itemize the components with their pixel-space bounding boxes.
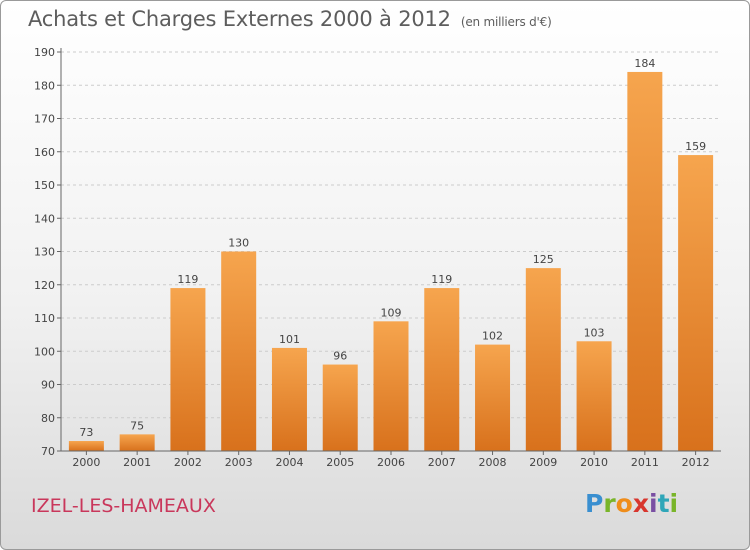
bar-2011 — [627, 71, 663, 451]
bar-2007 — [424, 288, 460, 451]
ytick-label-100: 100 — [34, 345, 55, 358]
bar-2002 — [170, 288, 206, 451]
ytick-label-120: 120 — [34, 279, 55, 292]
data-label-2009: 125 — [533, 253, 554, 266]
xtick-label-2011: 2011 — [631, 456, 659, 469]
ytick-label-80: 80 — [41, 412, 55, 425]
data-label-2005: 96 — [333, 350, 347, 363]
bar-2000 — [68, 441, 104, 451]
xtick-label-2012: 2012 — [682, 456, 710, 469]
ytick-label-110: 110 — [34, 312, 55, 325]
xtick-label-2000: 2000 — [72, 456, 100, 469]
bar-2005 — [322, 364, 358, 451]
bar-2009 — [525, 268, 561, 451]
xtick-label-2002: 2002 — [174, 456, 202, 469]
ytick-label-90: 90 — [41, 379, 55, 392]
data-label-2011: 184 — [634, 57, 655, 70]
xtick-label-2001: 2001 — [123, 456, 151, 469]
data-label-2012: 159 — [685, 140, 706, 153]
bar-2010 — [576, 341, 612, 451]
data-label-2000: 73 — [79, 426, 93, 439]
proxiti-logo[interactable]: Proxiti — [585, 489, 679, 518]
data-label-2010: 103 — [584, 326, 605, 339]
ytick-label-190: 190 — [34, 46, 55, 59]
data-label-2004: 101 — [279, 333, 300, 346]
axis-layer: 70 80 90 100 110 120 130 140 150 160 170 180 190 2000… — [34, 46, 721, 469]
xtick-label-2008: 2008 — [479, 456, 507, 469]
commune-name: IZEL-LES-HAMEAUX — [31, 495, 216, 517]
xtick-label-2005: 2005 — [326, 456, 354, 469]
bar-2001 — [119, 434, 155, 451]
data-label-2008: 102 — [482, 330, 503, 343]
bar-2008 — [475, 344, 511, 451]
bar-2006 — [373, 321, 409, 451]
data-label-2003: 130 — [228, 237, 249, 250]
chart-subtitle: (en milliers d'€) — [460, 15, 552, 29]
bar-2004 — [271, 347, 307, 451]
data-label-2006: 109 — [381, 306, 402, 319]
xtick-label-2006: 2006 — [377, 456, 405, 469]
ytick-label-130: 130 — [34, 246, 55, 259]
ytick-label-180: 180 — [34, 79, 55, 92]
data-label-2007: 119 — [431, 273, 452, 286]
chart-title: Achats et Charges Externes 2000 à 2012 — [28, 7, 451, 31]
xtick-label-2010: 2010 — [580, 456, 608, 469]
data-label-2001: 75 — [130, 419, 144, 432]
data-label-2002: 119 — [177, 273, 198, 286]
bar-2012 — [678, 155, 714, 451]
bar-2003 — [221, 251, 257, 451]
ytick-label-150: 150 — [34, 179, 55, 192]
ytick-label-160: 160 — [34, 146, 55, 159]
xtick-label-2003: 2003 — [225, 456, 253, 469]
bar-layer: 73 75 119 130 101 96 109 119 102 125 103 184 159 — [68, 57, 714, 451]
chart-title-block: Achats et Charges Externes 2000 à 2012 (e… — [28, 7, 552, 31]
ytick-label-70: 70 — [41, 445, 55, 458]
xtick-label-2007: 2007 — [428, 456, 456, 469]
ytick-label-140: 140 — [34, 212, 55, 225]
xtick-label-2004: 2004 — [275, 456, 303, 469]
xtick-label-2009: 2009 — [529, 456, 557, 469]
ytick-label-170: 170 — [34, 113, 55, 126]
